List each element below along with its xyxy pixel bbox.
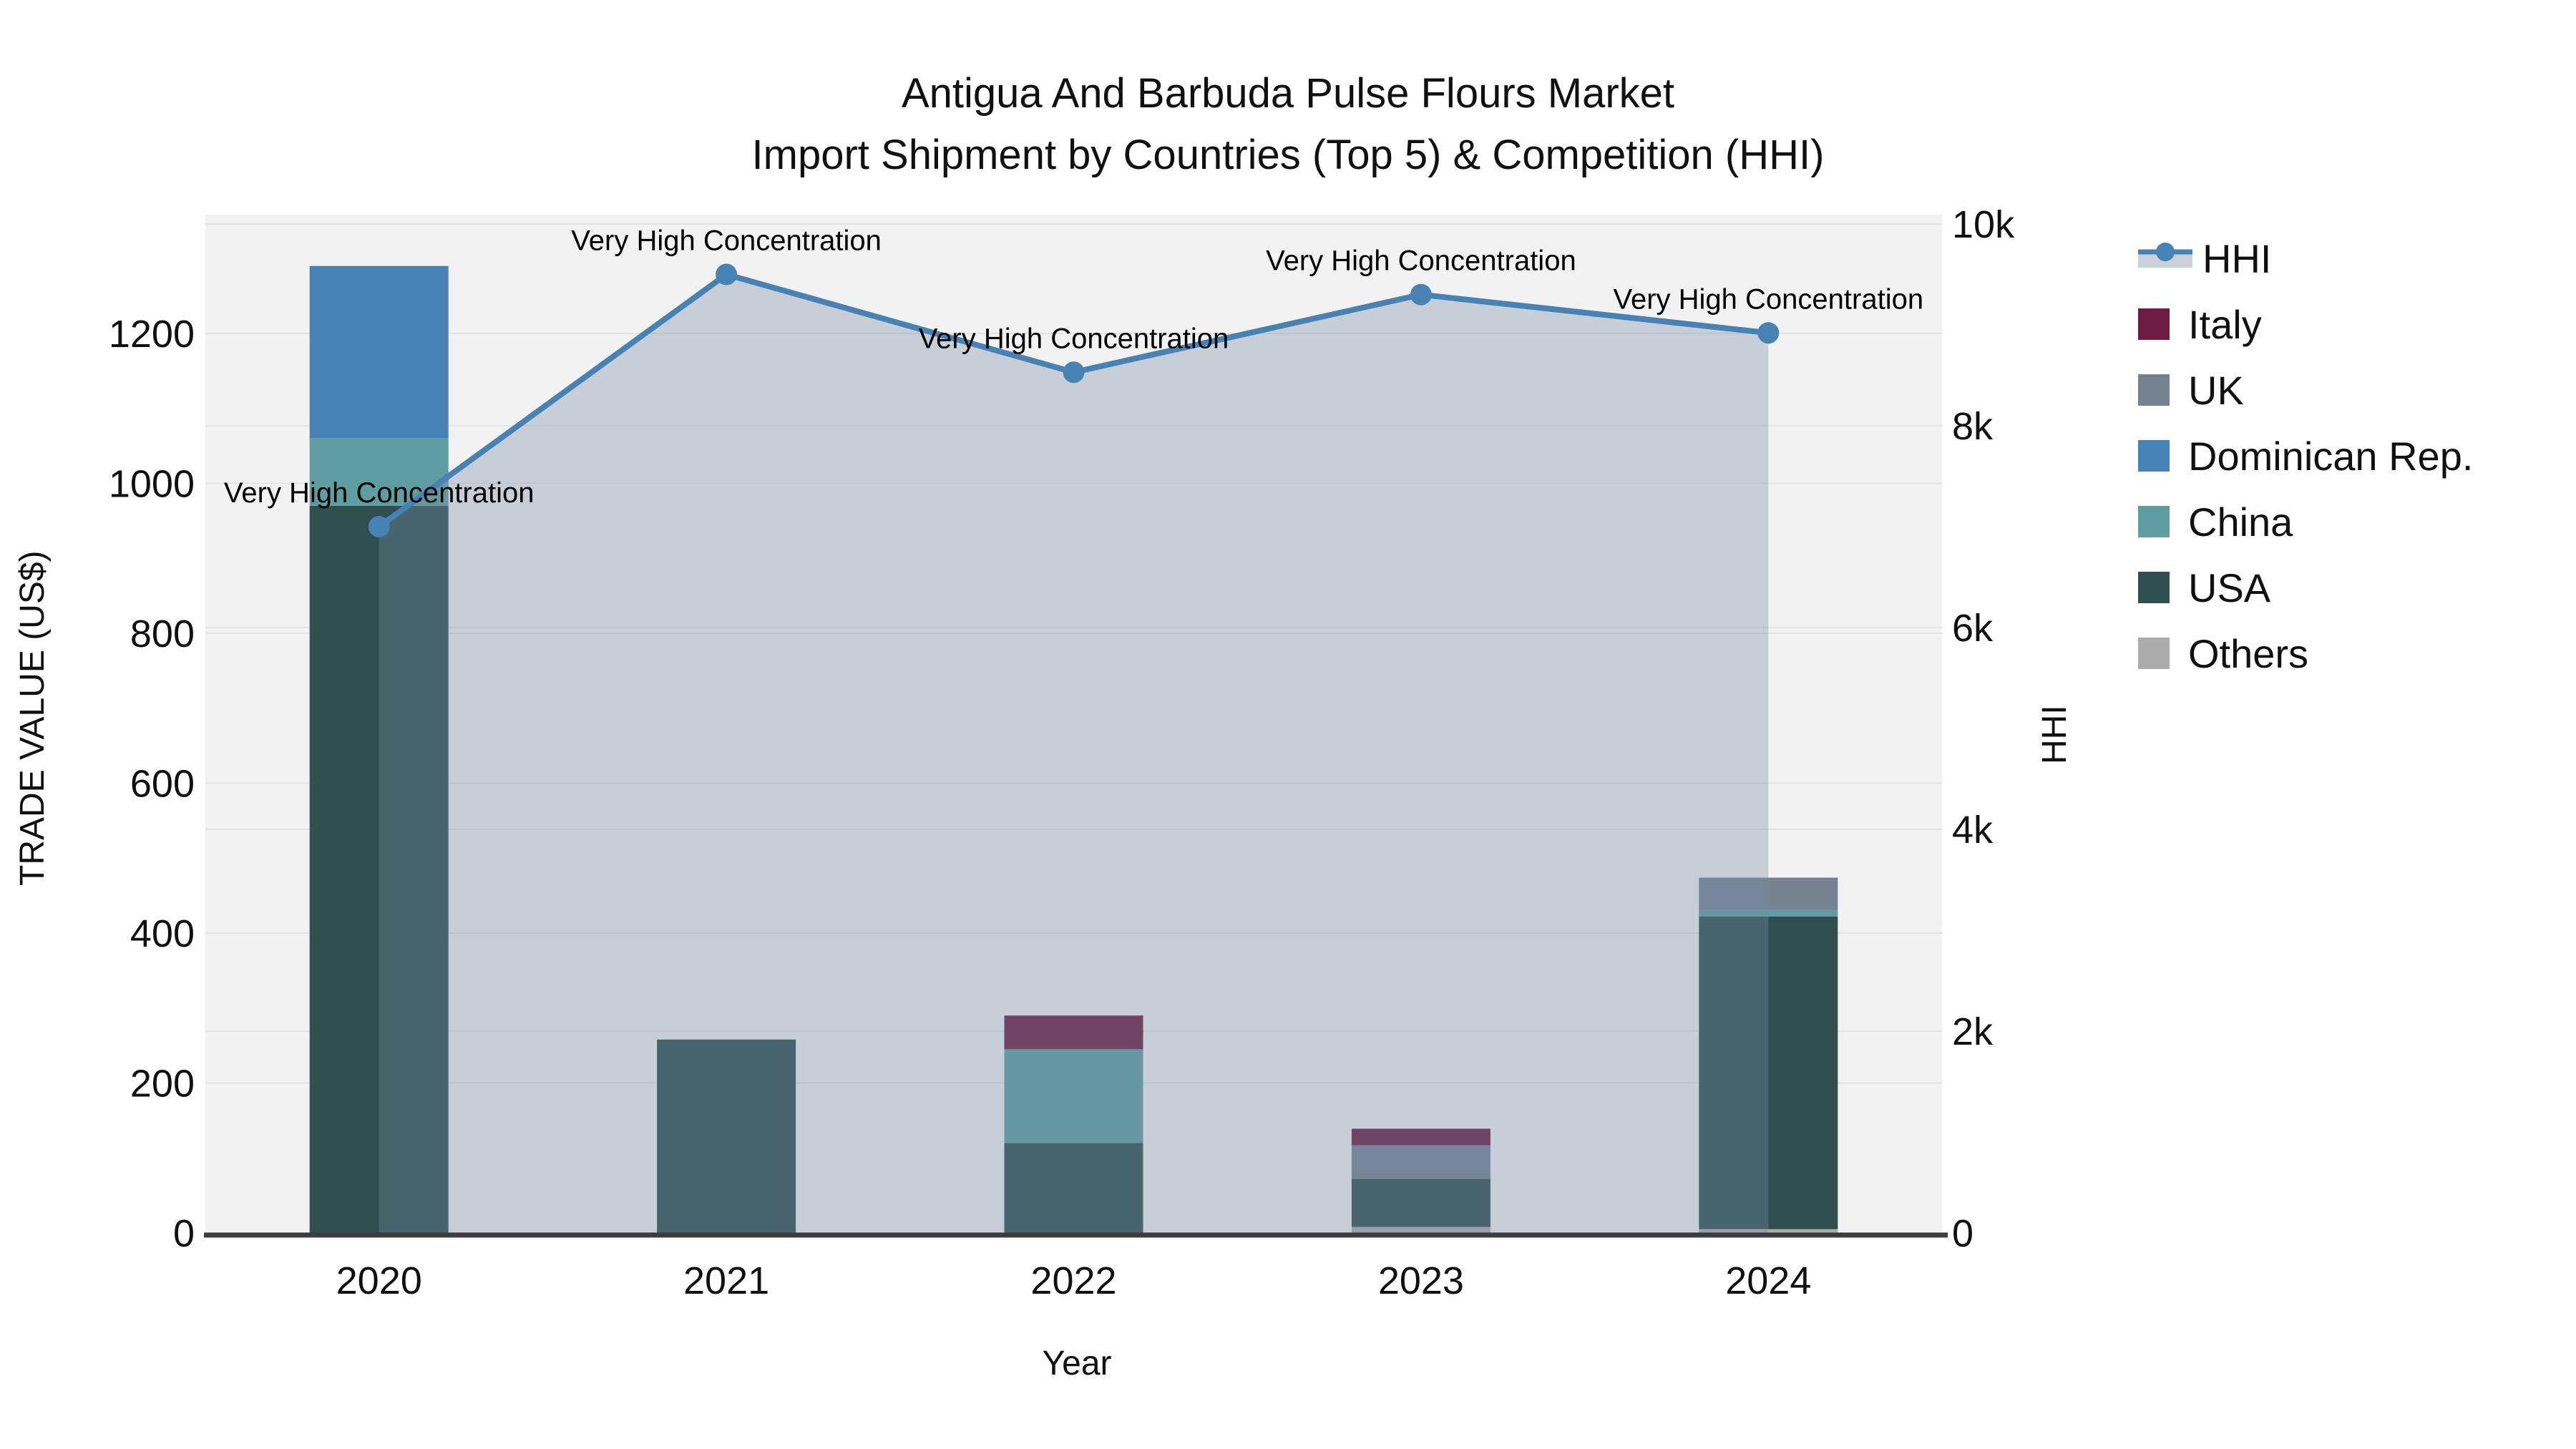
hhi-marker-2020[interactable]	[368, 516, 390, 537]
legend-item-usa[interactable]: USA	[2138, 555, 2473, 620]
legend-swatch-icon	[2138, 638, 2170, 669]
bar-segment-usa-2021[interactable]	[657, 1039, 796, 1233]
bar-segment-italy-2022[interactable]	[1004, 1015, 1143, 1050]
y-left-tick-1000: 1000	[109, 463, 195, 506]
legend-item-china[interactable]: China	[2138, 489, 2473, 555]
legend-label: Dominican Rep.	[2188, 433, 2474, 479]
x-tick-2020[interactable]: 2020	[336, 1259, 422, 1302]
legend-label: Italy	[2188, 301, 2262, 347]
legend-item-hhi[interactable]: HHI	[2138, 225, 2473, 291]
legend-swatch-icon	[2138, 506, 2170, 537]
hhi-area	[379, 274, 1769, 1233]
hhi-marker-2023[interactable]	[1410, 283, 1432, 306]
legend-label: HHI	[2202, 235, 2272, 281]
bar-segment-uk-2023[interactable]	[1351, 1145, 1491, 1179]
legend-label: Others	[2188, 630, 2309, 676]
legend-swatch-icon	[2138, 572, 2170, 603]
annotation-2020: Very High Concentration	[224, 477, 535, 509]
annotation-2024: Very High Concentration	[1614, 283, 1924, 315]
y-right-tick-0: 0	[1952, 1212, 1974, 1255]
y-left-tick-400: 400	[130, 912, 195, 955]
y-left-tick-1200: 1200	[109, 313, 195, 356]
bar-segment-others-2023[interactable]	[1351, 1226, 1491, 1233]
hhi-line-swatch-icon	[2138, 243, 2192, 268]
bar-segment-usa-2022[interactable]	[1004, 1143, 1143, 1233]
annotation-2021: Very High Concentration	[571, 225, 882, 257]
bar-segment-usa-2020[interactable]	[309, 505, 449, 1233]
legend: HHI Italy UK Dominican Rep. China USA Others	[2138, 225, 2473, 686]
y-right-tick-6k: 6k	[1952, 607, 1994, 650]
legend-swatch-icon	[2138, 308, 2170, 340]
chart-title: Antigua And Barbuda Pulse Flours Market …	[0, 63, 2576, 186]
x-axis-title: Year	[1042, 1345, 1112, 1382]
bar-segment-china-2024[interactable]	[1699, 909, 1838, 917]
legend-item-italy[interactable]: Italy	[2138, 291, 2473, 357]
y-right-tick-2k: 2k	[1952, 1010, 1994, 1053]
chart-title-line1: Antigua And Barbuda Pulse Flours Market	[901, 70, 1675, 117]
x-tick-2022[interactable]: 2022	[1030, 1259, 1116, 1302]
y-right-tick-8k: 8k	[1952, 405, 1994, 448]
y-axis-left-title: TRADE VALUE (US$)	[14, 550, 52, 886]
hhi-marker-2021[interactable]	[716, 263, 738, 286]
y-right-tick-4k: 4k	[1952, 809, 1994, 852]
x-tick-2023[interactable]: 2023	[1378, 1259, 1464, 1302]
x-tick-2021[interactable]: 2021	[683, 1259, 769, 1302]
y-left-tick-600: 600	[130, 763, 195, 806]
hhi-marker-2022[interactable]	[1063, 361, 1085, 384]
hhi-marker-2024[interactable]	[1757, 322, 1780, 344]
bar-segment-usa-2023[interactable]	[1351, 1179, 1491, 1227]
bar-segment-others-2024[interactable]	[1699, 1229, 1838, 1233]
bar-segment-uk-2024[interactable]	[1699, 877, 1838, 910]
y-left-tick-0: 0	[173, 1212, 195, 1255]
bar-segment-usa-2024[interactable]	[1699, 916, 1838, 1229]
chart-title-line2: Import Shipment by Countries (Top 5) & C…	[751, 132, 1825, 178]
y-left-tick-800: 800	[130, 613, 195, 655]
bar-segment-china-2022[interactable]	[1004, 1049, 1143, 1143]
legend-label: UK	[2188, 367, 2244, 413]
legend-item-uk[interactable]: UK	[2138, 357, 2473, 423]
legend-item-others[interactable]: Others	[2138, 620, 2473, 686]
legend-swatch-icon	[2138, 440, 2170, 472]
bar-segment-italy-2023[interactable]	[1351, 1128, 1491, 1146]
bar-segment-dominican-rep--2020[interactable]	[309, 265, 449, 439]
y-left-tick-200: 200	[130, 1063, 195, 1106]
y-axis-right-title: HHI	[2036, 705, 2074, 764]
legend-item-dominican-rep-[interactable]: Dominican Rep.	[2138, 423, 2473, 489]
legend-label: China	[2188, 499, 2293, 545]
y-right-tick-10k: 10k	[1952, 203, 2015, 246]
annotation-2023: Very High Concentration	[1266, 245, 1576, 277]
legend-label: USA	[2188, 565, 2271, 610]
x-tick-2024[interactable]: 2024	[1725, 1259, 1811, 1302]
annotation-2022: Very High Concentration	[919, 323, 1229, 354]
legend-swatch-icon	[2138, 374, 2170, 406]
